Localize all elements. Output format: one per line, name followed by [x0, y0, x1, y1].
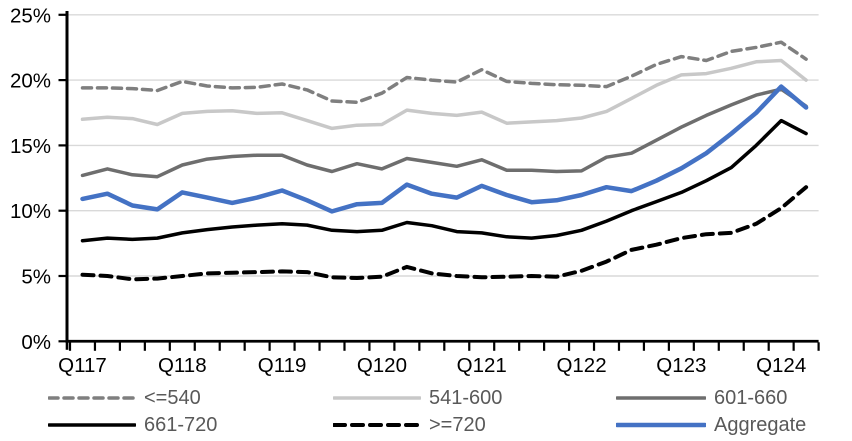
x-tick-label-Q118: Q118: [158, 354, 207, 377]
y-tick-label: 0%: [21, 331, 51, 354]
series-line->=720: [80, 185, 809, 282]
x-tick-label-Q121: Q121: [457, 354, 507, 377]
x-tick-label-Q117: Q117: [58, 354, 107, 377]
x-tick-label-Q122: Q122: [556, 354, 606, 377]
x-tick-label-Q120: Q120: [357, 354, 407, 377]
x-tick-label-Q119: Q119: [258, 354, 307, 377]
y-tick-label: 25%: [10, 4, 51, 27]
x-tick-label-Q124: Q124: [756, 354, 806, 377]
y-tick-label: 10%: [10, 200, 51, 223]
y-tick-label: 20%: [10, 70, 51, 93]
series-line-Aggregate: [80, 84, 809, 214]
series-line-541-600: [80, 58, 808, 131]
series-line-601-660: [80, 87, 808, 179]
y-tick-label: 5%: [21, 266, 51, 289]
series-line-661-720: [80, 118, 808, 243]
x-tick-label-Q123: Q123: [656, 354, 706, 377]
series-line-<=540: [80, 40, 808, 105]
y-tick-label: 15%: [10, 135, 51, 158]
